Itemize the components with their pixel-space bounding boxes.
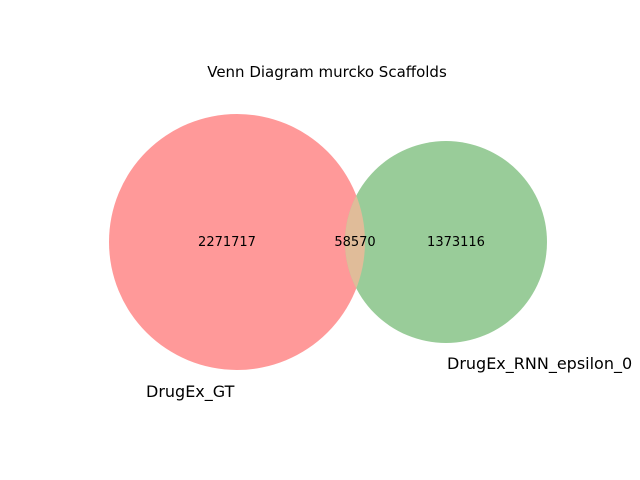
- set-circle-drugex-rnn: [345, 141, 547, 343]
- left-only-count: 2271717: [198, 235, 256, 250]
- diagram-title: Venn Diagram murcko Scaffolds: [207, 63, 447, 81]
- set-label-drugex-rnn: DrugEx_RNN_epsilon_0: [447, 354, 632, 374]
- set-circle-drugex-gt: [109, 114, 365, 370]
- right-only-count: 1373116: [427, 235, 485, 250]
- intersection-count: 58570: [334, 235, 375, 250]
- set-label-drugex-gt: DrugEx_GT: [146, 382, 235, 402]
